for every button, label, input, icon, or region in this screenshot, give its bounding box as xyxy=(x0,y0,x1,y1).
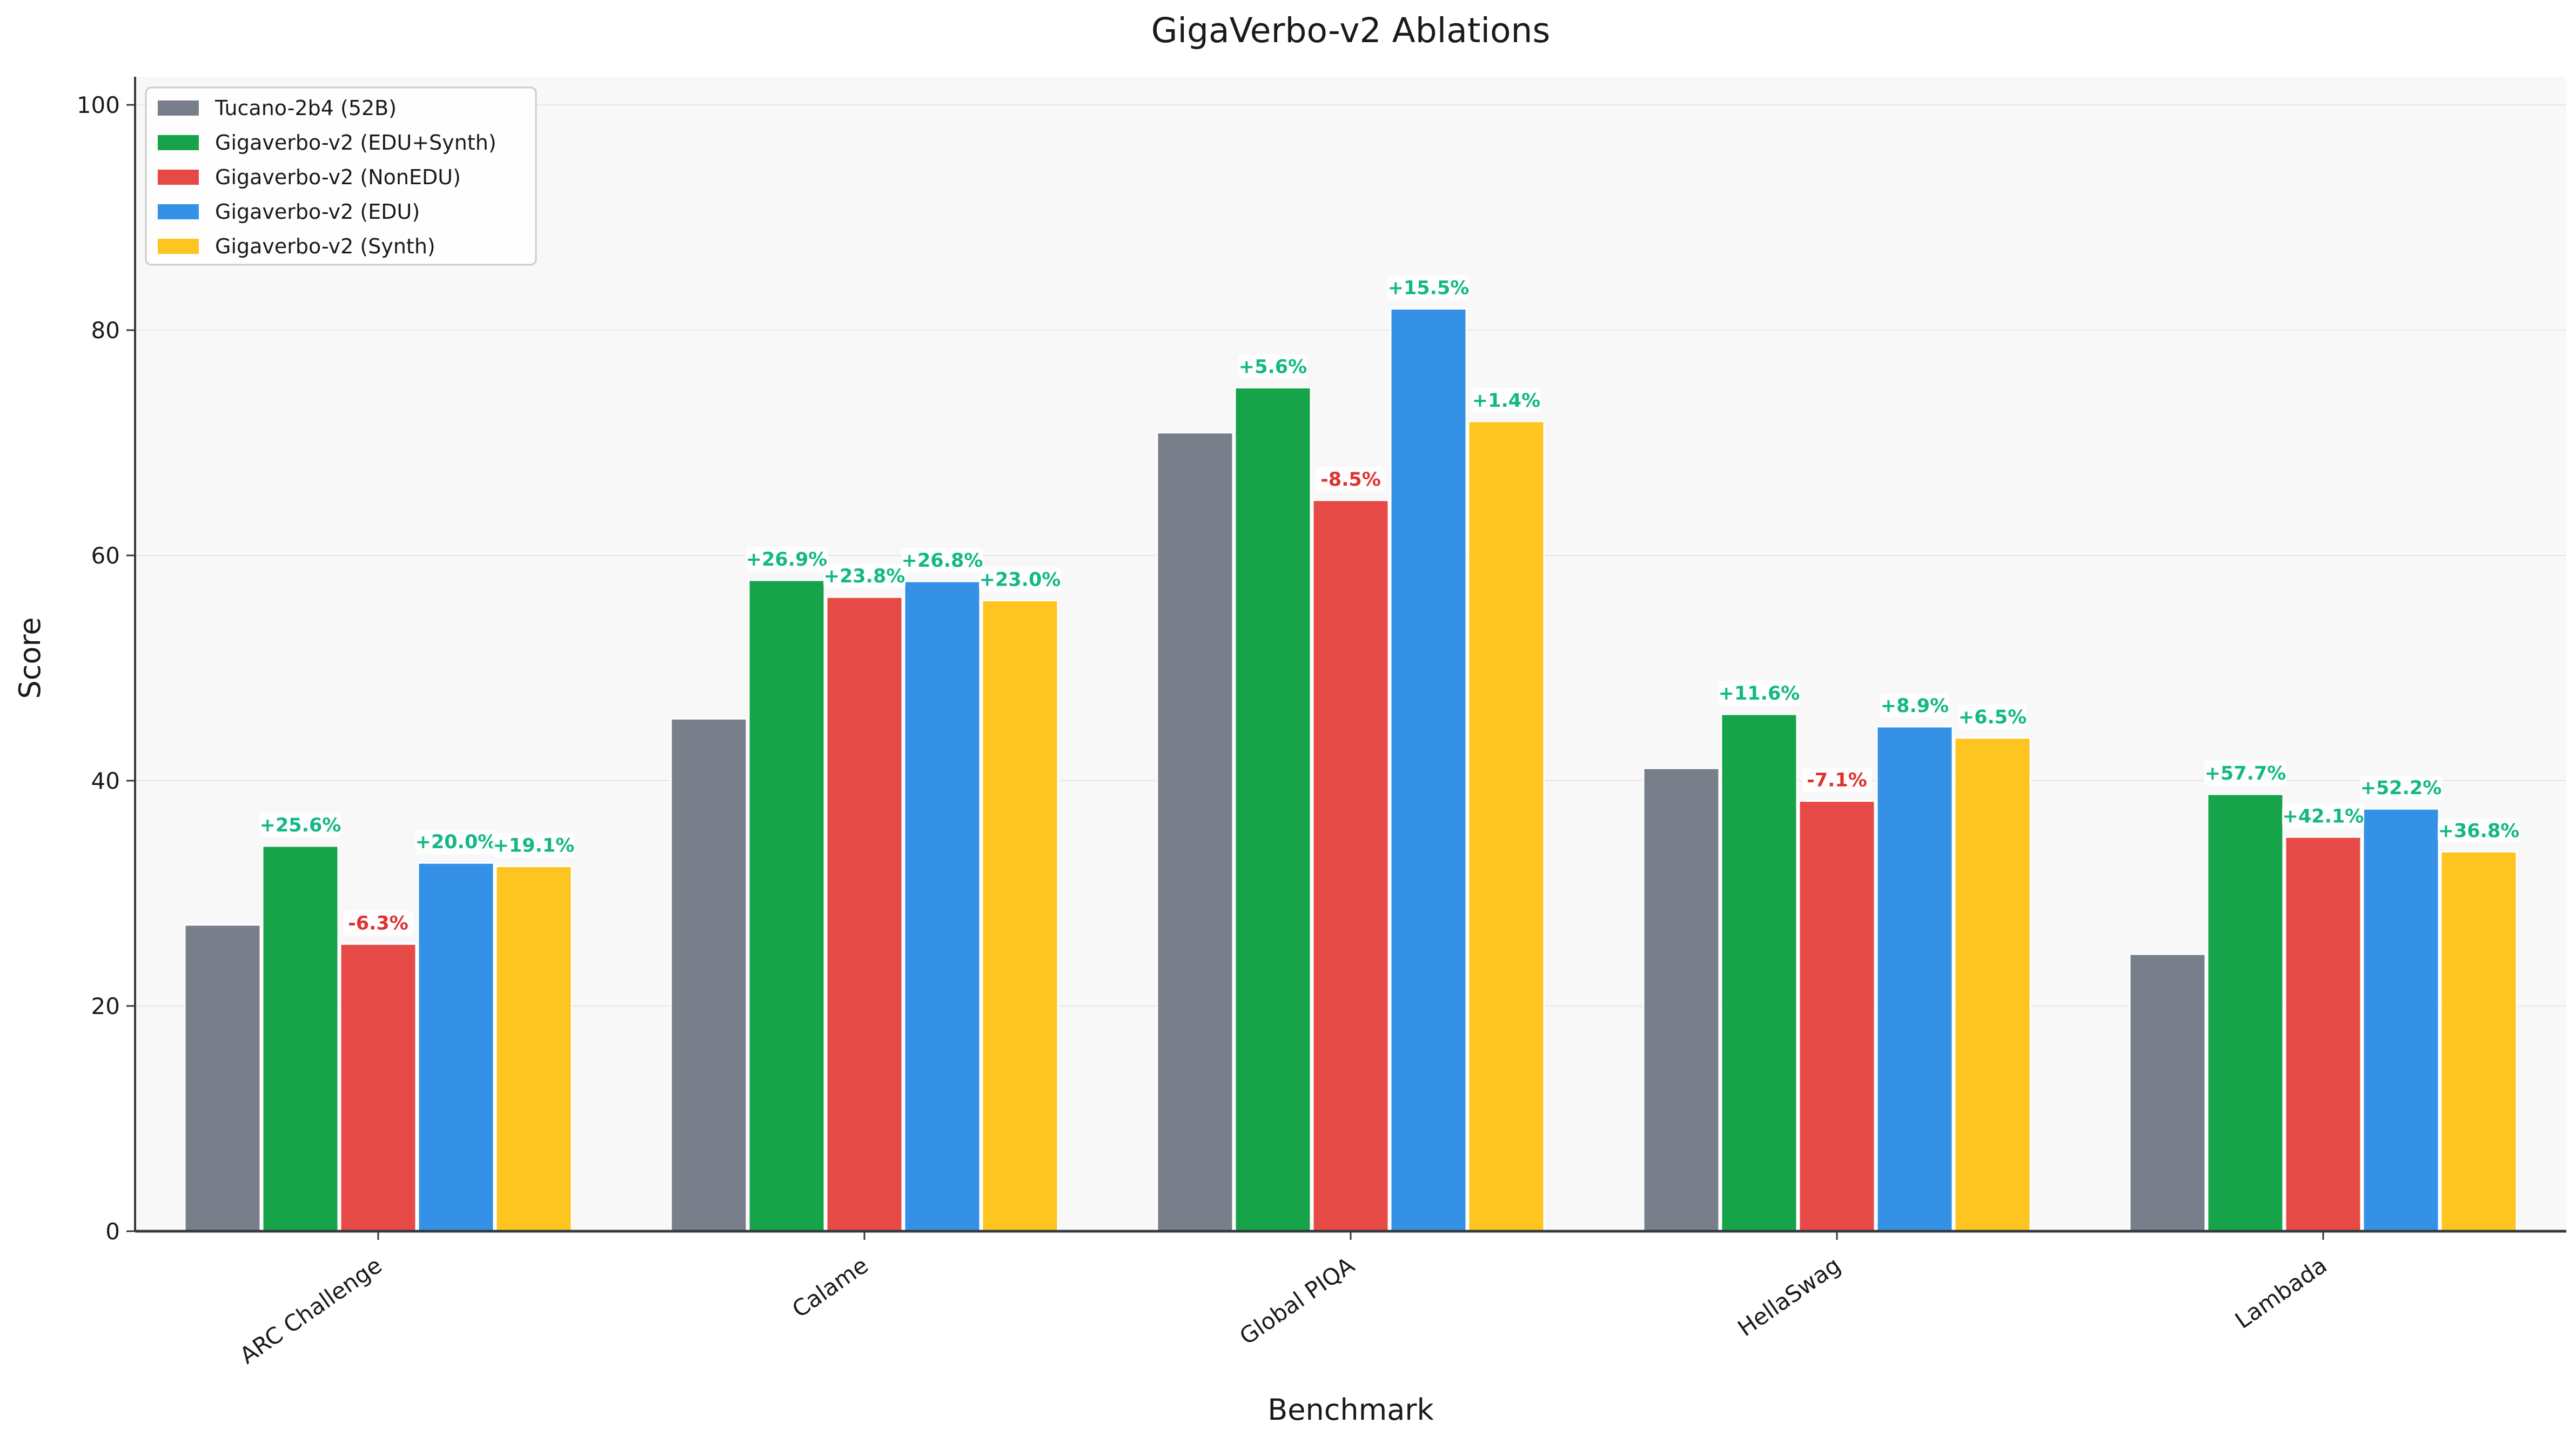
x-tick-label: HellaSwag xyxy=(1733,1252,1845,1341)
legend-label: Gigaverbo-v2 (NonEDU) xyxy=(215,165,461,189)
bar-label-background xyxy=(1238,354,1308,379)
bar-label-background xyxy=(2282,803,2364,829)
bar xyxy=(1156,432,1234,1232)
y-tick-label: 80 xyxy=(91,317,120,344)
bar-value-label: +23.8% xyxy=(824,566,905,587)
bar xyxy=(1312,499,1390,1232)
bar-label-background xyxy=(415,829,497,855)
x-tick-label: Calame xyxy=(787,1252,873,1323)
bar-value-label: -8.5% xyxy=(1320,469,1381,491)
y-tick-label: 60 xyxy=(91,542,120,569)
bar-value-label: +19.1% xyxy=(493,835,575,856)
bar-label-background xyxy=(823,563,905,589)
bar-value-label: +23.0% xyxy=(980,569,1061,590)
legend-swatch xyxy=(158,170,199,185)
bar xyxy=(1467,420,1545,1232)
bar-label-background xyxy=(1880,693,1950,718)
bar-label-background xyxy=(1718,681,1800,706)
y-axis-label: Score xyxy=(13,617,47,699)
bar-value-label: +26.8% xyxy=(902,550,983,572)
bar xyxy=(826,596,903,1232)
y-tick-label: 0 xyxy=(105,1218,120,1245)
bar xyxy=(2284,836,2362,1232)
bar-value-label: +11.6% xyxy=(1719,683,1800,704)
legend-swatch xyxy=(158,135,199,150)
bar-label-background xyxy=(2438,818,2520,843)
bars xyxy=(184,307,2518,1232)
bar-value-label: +36.8% xyxy=(2438,820,2520,842)
bar xyxy=(748,579,826,1232)
bar xyxy=(1876,726,1954,1232)
bar-value-label: +20.0% xyxy=(415,831,497,853)
bar-label-background xyxy=(2204,761,2286,786)
x-tick-label: Global PIQA xyxy=(1235,1252,1359,1350)
bar xyxy=(495,865,573,1232)
bar-label-background xyxy=(1471,387,1541,413)
bar-value-label: -6.3% xyxy=(348,912,408,934)
legend-label: Tucano-2b4 (52B) xyxy=(214,96,397,120)
y-tick-label: 20 xyxy=(91,993,120,1019)
y-tick-label: 100 xyxy=(77,92,120,118)
y-ticks: 0 20 40 60 80 100 xyxy=(77,92,135,1245)
bar-label-background xyxy=(1957,704,2028,729)
bar xyxy=(670,717,748,1232)
bar xyxy=(1390,307,1467,1232)
bar-value-label: +8.9% xyxy=(1881,695,1949,717)
bar-value-label: +5.6% xyxy=(1239,356,1307,378)
bar-value-labels: +25.6% -6.3% +20.0%+19.1% +26.9%+23.8%+26.8… xyxy=(259,275,2520,936)
bar-label-background xyxy=(901,548,983,573)
legend-box xyxy=(145,86,537,266)
bar-value-label: +42.1% xyxy=(2283,806,2364,827)
bar-label-background xyxy=(1316,466,1386,492)
bar-label-background xyxy=(746,546,828,572)
chart-title: GigaVerbo-v2 Ablations xyxy=(1151,11,1551,50)
bar-value-label: +6.5% xyxy=(1958,707,2027,728)
bar xyxy=(2362,808,2440,1232)
bar-label-background xyxy=(1387,275,1470,300)
legend-label: Gigaverbo-v2 (EDU+Synth) xyxy=(215,131,497,155)
x-tick-label: ARC Challenge xyxy=(235,1252,387,1369)
legend-items: Tucano-2b4 (52B) Gigaverbo-v2 (EDU+Synth)… xyxy=(158,96,497,258)
bar xyxy=(903,580,981,1232)
bar-label-background xyxy=(979,567,1061,592)
bar xyxy=(1642,767,1720,1232)
bar xyxy=(261,845,339,1232)
bar-label-background xyxy=(2360,775,2442,801)
bar xyxy=(2129,953,2206,1232)
x-tick-label: Lambada xyxy=(2230,1252,2332,1334)
bar-value-label: +1.4% xyxy=(1472,390,1540,412)
bar-label-background xyxy=(1802,767,1872,793)
bar xyxy=(184,924,261,1232)
bar-value-label: +15.5% xyxy=(1388,277,1470,299)
x-axis-label: Benchmark xyxy=(1267,1393,1434,1427)
bar xyxy=(1954,737,2031,1232)
x-ticks: ARC Challenge Calame Global PIQA HellaSwag L… xyxy=(235,1231,2332,1369)
bar xyxy=(981,599,1059,1232)
bar xyxy=(417,862,495,1232)
bar-value-label: -7.1% xyxy=(1807,770,1867,791)
bar-value-label: +25.6% xyxy=(260,815,341,836)
bar-value-label: +52.2% xyxy=(2360,777,2442,799)
bar xyxy=(1234,386,1312,1232)
bar-value-label: +26.9% xyxy=(746,549,828,571)
bar xyxy=(1720,713,1798,1232)
y-tick-label: 40 xyxy=(91,768,120,794)
legend-swatch xyxy=(158,204,199,219)
bar-label-background xyxy=(259,812,341,837)
bar xyxy=(2206,793,2284,1232)
bar xyxy=(1798,800,1876,1232)
legend-label: Gigaverbo-v2 (Synth) xyxy=(215,234,435,258)
bar-label-background xyxy=(343,910,413,936)
bar xyxy=(339,943,417,1232)
bar-value-label: +57.7% xyxy=(2205,763,2286,784)
legend-label: Gigaverbo-v2 (EDU) xyxy=(215,200,420,224)
legend: Tucano-2b4 (52B) Gigaverbo-v2 (EDU+Synth)… xyxy=(145,86,537,266)
bar-label-background xyxy=(493,833,575,858)
legend-swatch xyxy=(158,239,199,254)
bar xyxy=(2440,850,2518,1232)
legend-swatch xyxy=(158,100,199,116)
